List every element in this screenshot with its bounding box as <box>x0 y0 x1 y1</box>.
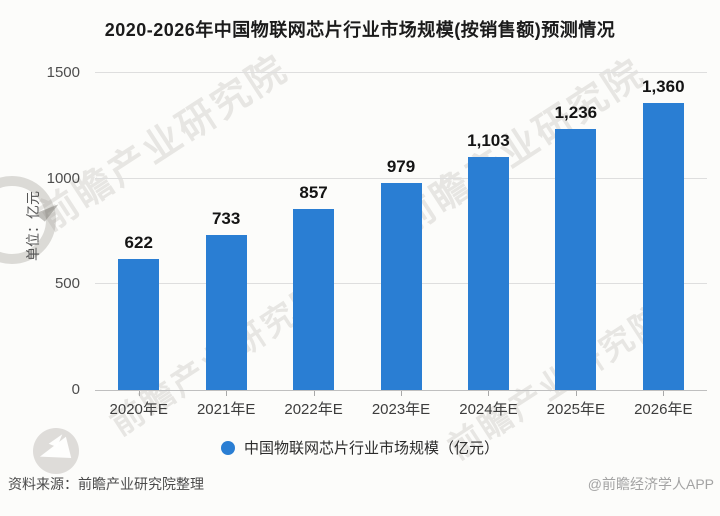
y-tick-label: 1500 <box>46 64 80 81</box>
x-tick-label: 2025年E <box>546 401 606 418</box>
bar <box>293 208 335 390</box>
x-axis-tick <box>488 391 490 396</box>
bar-value-label: 979 <box>386 157 416 177</box>
footer: 资料来源：前瞻产业研究院整理 @前瞻经济学人APP <box>8 474 714 494</box>
x-tick-label: 2020年E <box>109 401 168 418</box>
x-axis-tick <box>663 391 665 396</box>
x-tick-label: 2024年E <box>459 401 518 418</box>
x-tick-label: 2021年E <box>196 401 256 418</box>
x-axis-tick <box>226 391 228 396</box>
x-axis-tick <box>313 391 315 396</box>
gridline <box>95 177 707 179</box>
y-tick-label: 1000 <box>46 169 80 187</box>
bar-value-label: 733 <box>211 209 241 229</box>
bar-value-label: 857 <box>299 182 328 202</box>
x-axis-tick <box>401 391 402 396</box>
legend-label: 中国物联网芯片行业市场规模（亿元） <box>243 440 499 457</box>
bar <box>642 102 684 390</box>
x-tick-label: 2022年E <box>284 401 343 418</box>
bar-value-label: 1,103 <box>467 130 510 150</box>
x-axis-tick <box>138 391 140 396</box>
y-tick-label: 500 <box>54 275 80 293</box>
y-axis-unit-label: 单位：亿元 <box>25 191 41 261</box>
bar <box>118 258 160 390</box>
bar <box>555 128 597 390</box>
bar-value-label: 622 <box>124 232 153 252</box>
legend-marker-icon <box>220 440 235 455</box>
plot-area: 622 733 857 979 1,103 1,236 1,360 <box>95 72 707 391</box>
legend: 中国物联网芯片行业市场规模（亿元） <box>0 437 720 458</box>
qianzhan-logo-watermark-icon <box>0 176 59 264</box>
x-tick-label: 2023年E <box>371 401 431 418</box>
gridline <box>95 72 707 73</box>
bar <box>467 156 509 390</box>
credit-text: @前瞻经济学人APP <box>587 476 714 492</box>
bar <box>205 235 247 390</box>
qianzhan-logo-watermark-icon <box>33 428 79 474</box>
y-tick-label: 0 <box>71 381 80 398</box>
bar-value-label: 1,236 <box>554 102 598 122</box>
bar <box>380 183 422 390</box>
bar-value-label: 1,360 <box>642 76 685 96</box>
x-tick-label: 2026年E <box>634 401 693 418</box>
source-text: 资料来源：前瞻产业研究院整理 <box>8 476 204 492</box>
x-axis-tick <box>575 391 577 396</box>
chart-title: 2020-2026年中国物联网芯片行业市场规模(按销售额)预测情况 <box>104 20 616 40</box>
